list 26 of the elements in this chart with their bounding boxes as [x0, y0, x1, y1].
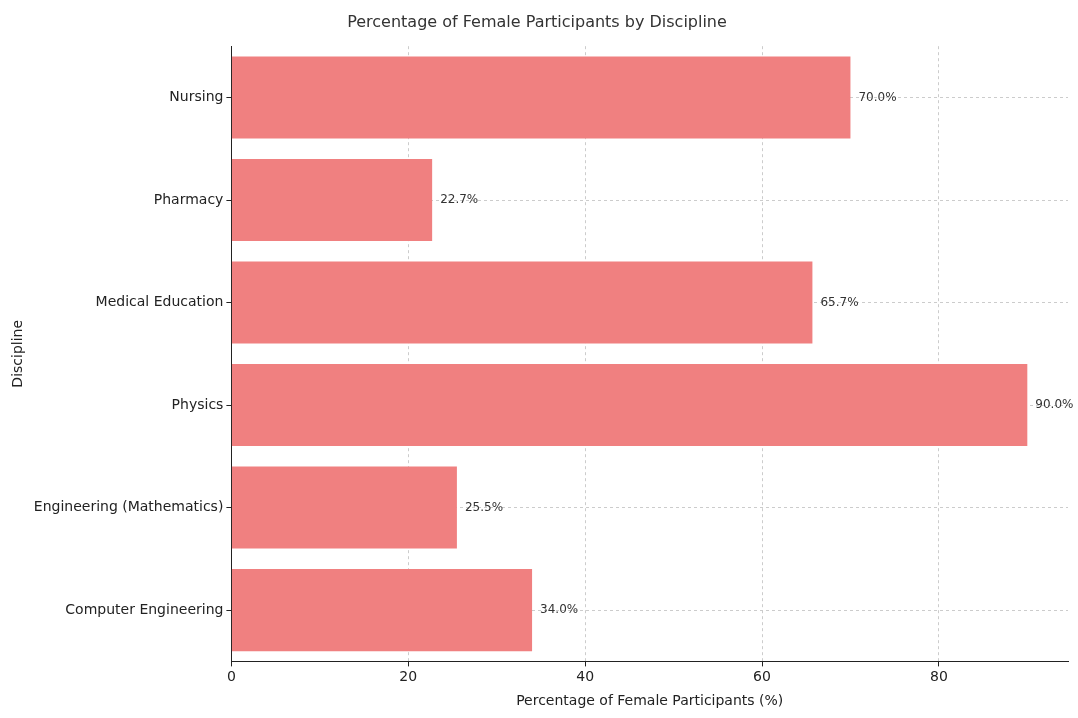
data-label: 25.5%: [464, 499, 504, 514]
y-tick-label: Physics: [171, 395, 224, 412]
bar: [231, 364, 1028, 447]
data-label: 70.0%: [858, 89, 897, 104]
y-tick-label: Engineering (Mathematics): [33, 498, 224, 515]
y-tick-label: Medical Education: [95, 293, 224, 310]
bar: [231, 261, 813, 344]
data-label: 22.7%: [440, 192, 479, 207]
data-label: 90.0%: [1035, 397, 1074, 412]
y-tick-label: Pharmacy: [153, 190, 224, 207]
y-tick-label: Nursing: [169, 88, 224, 105]
bar: [231, 56, 851, 139]
x-tick-label: 80: [929, 668, 948, 685]
data-label: 34.0%: [540, 602, 579, 617]
x-axis-title: Percentage of Female Participants (%): [516, 692, 784, 709]
x-tick-label: 20: [399, 668, 418, 685]
bar: [231, 569, 533, 652]
chart-title: Percentage of Female Participants by Discipline: [347, 11, 727, 31]
x-tick-label: 0: [226, 668, 236, 685]
y-tick-label: Computer Engineering: [65, 600, 224, 617]
bar: [231, 158, 433, 242]
data-label: 65.7%: [820, 294, 859, 309]
x-tick-label: 60: [753, 668, 771, 685]
y-axis-title: Discipline: [9, 319, 26, 388]
bar: [231, 466, 457, 549]
x-tick-label: 40: [576, 668, 595, 685]
